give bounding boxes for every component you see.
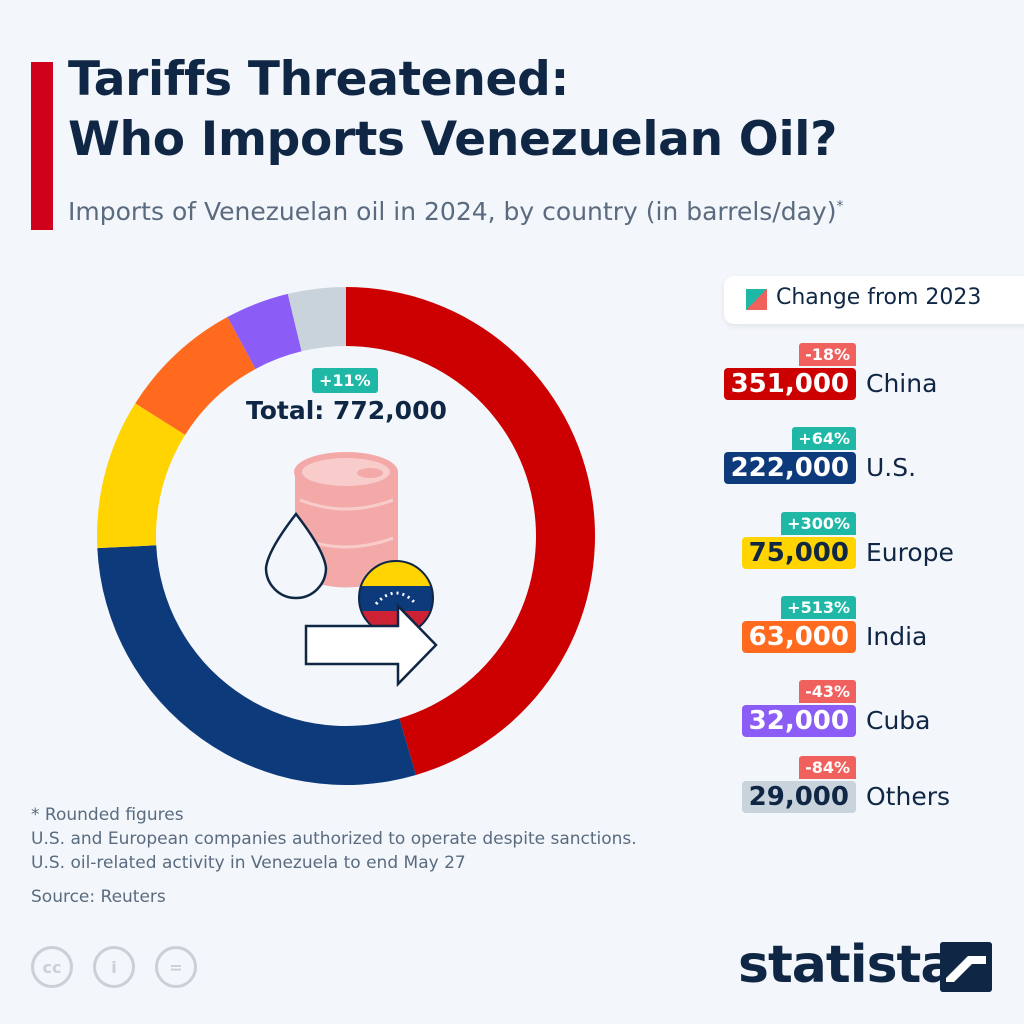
donut-slice-china: [346, 287, 595, 775]
change-badge: -18%: [799, 343, 856, 366]
legend-swatch-icon: [746, 289, 767, 310]
donut-slice-us: [97, 545, 416, 785]
value-label: 29,000: [741, 781, 856, 813]
footnote: U.S. oil-related activity in Venezuela t…: [31, 853, 466, 873]
title-accent-bar: [31, 62, 53, 230]
change-badge: +64%: [792, 427, 856, 450]
subtitle-footnote-mark: *: [836, 198, 844, 215]
page-title: Tariffs Threatened: Who Imports Venezuel…: [68, 50, 837, 170]
value-label: 351,000: [723, 368, 856, 400]
footnote: U.S. and European companies authorized t…: [31, 829, 637, 849]
legend-label: Change from 2023: [776, 285, 982, 310]
change-badge: -43%: [799, 680, 856, 703]
no-derivatives-icon[interactable]: =: [155, 946, 197, 988]
country-label: India: [866, 622, 928, 651]
country-label: U.S.: [866, 453, 917, 482]
country-label: Others: [866, 782, 951, 811]
value-label: 32,000: [741, 705, 856, 737]
cc-icon[interactable]: cc: [31, 946, 73, 988]
change-badge: -84%: [799, 756, 856, 779]
oil-barrel-icon: [294, 452, 398, 588]
change-badge: +513%: [781, 596, 856, 619]
title-line-1: Tariffs Threatened:: [68, 52, 569, 107]
arrow-right-icon: [304, 602, 438, 688]
source: Source: Reuters: [31, 887, 166, 907]
attribution-icon[interactable]: i: [93, 946, 135, 988]
footnotes: * Rounded figures U.S. and European comp…: [31, 803, 637, 875]
title-line-2: Who Imports Venezuelan Oil?: [68, 112, 838, 167]
statista-logo-icon: [940, 942, 992, 992]
subtitle: Imports of Venezuelan oil in 2024, by co…: [68, 197, 843, 226]
donut-slice-india: [135, 317, 256, 435]
donut-slice-europe: [96, 403, 186, 549]
footnote: * Rounded figures: [31, 805, 184, 825]
country-label: China: [866, 369, 938, 398]
value-label: 75,000: [741, 537, 856, 569]
total-label: Total: 772,000: [246, 396, 447, 425]
statista-logo: statista: [738, 935, 955, 995]
value-label: 222,000: [723, 452, 856, 484]
legend: [724, 276, 1024, 324]
value-label: 63,000: [741, 621, 856, 653]
donut-slice-cuba: [227, 293, 302, 369]
country-label: Europe: [866, 538, 954, 567]
subtitle-text: Imports of Venezuelan oil in 2024, by co…: [68, 197, 837, 226]
donut-slice-others: [287, 287, 346, 352]
oil-drop-icon: [264, 511, 328, 600]
country-label: Cuba: [866, 706, 931, 735]
change-badge: +300%: [781, 512, 856, 535]
total-change-badge: +11%: [312, 368, 378, 393]
